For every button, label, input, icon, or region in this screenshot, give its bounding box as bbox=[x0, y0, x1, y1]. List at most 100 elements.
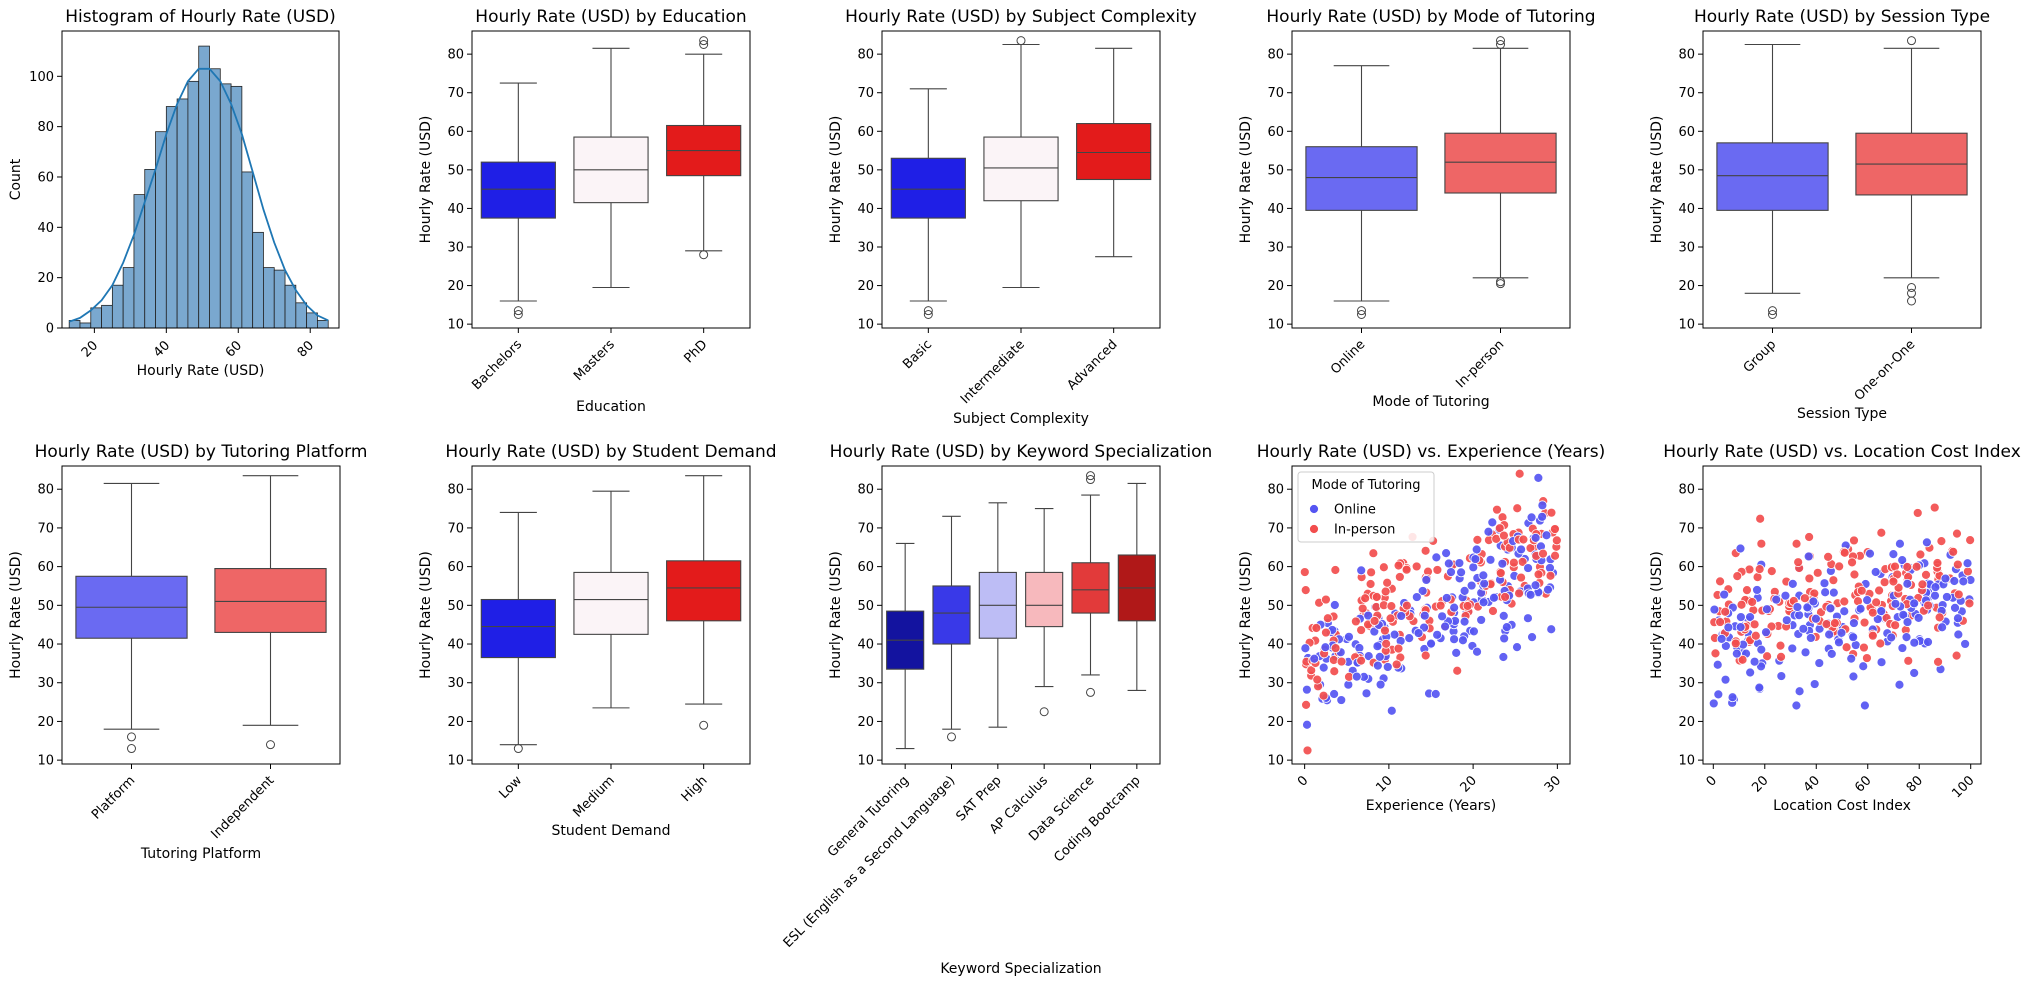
experience-point-online bbox=[1527, 632, 1537, 643]
complexity-ytick-label: 40 bbox=[857, 202, 874, 217]
location-point-online bbox=[1953, 613, 1963, 624]
location-point-online bbox=[1749, 656, 1760, 667]
platform-xtick-label: Independent bbox=[208, 773, 277, 842]
platform-ylabel: Hourly Rate (USD) bbox=[8, 551, 24, 679]
location-point-online bbox=[1886, 632, 1897, 643]
location-point-online bbox=[1888, 549, 1899, 560]
complexity-box-intermediate bbox=[983, 136, 1059, 202]
location-ytick-label: 40 bbox=[1678, 638, 1695, 653]
keyword-flier-esl-english-as-a-second-language bbox=[947, 732, 956, 742]
session-ytick-label: 40 bbox=[1678, 202, 1695, 217]
location-point-online bbox=[1780, 590, 1791, 601]
mode-ytick-label: 50 bbox=[1267, 163, 1284, 178]
experience-point-in-person bbox=[1500, 592, 1511, 602]
demand-flier-low bbox=[513, 744, 523, 754]
location-point-in-person bbox=[1921, 570, 1931, 580]
session-box-group bbox=[1716, 142, 1829, 211]
location-point-in-person bbox=[1849, 535, 1859, 546]
location-point-online bbox=[1771, 594, 1782, 605]
keyword-xlabel: Keyword Specialization bbox=[940, 961, 1101, 977]
keyword-box-data-science bbox=[1071, 562, 1110, 614]
hist-bar bbox=[90, 307, 102, 329]
location-point-in-person bbox=[1747, 597, 1758, 607]
location-point-in-person bbox=[1776, 651, 1786, 662]
mode-xlabel: Mode of Tutoring bbox=[1372, 394, 1489, 410]
experience-xtick-label: 0 bbox=[1295, 773, 1311, 789]
location-point-in-person bbox=[1876, 527, 1887, 538]
location-point-in-person bbox=[1874, 585, 1884, 596]
experience-point-in-person bbox=[1311, 623, 1322, 633]
education-ytick-label: 50 bbox=[447, 163, 464, 178]
experience-point-online bbox=[1430, 689, 1441, 699]
experience-point-in-person bbox=[1546, 507, 1557, 518]
location-point-online bbox=[1848, 632, 1859, 643]
experience-point-in-person bbox=[1330, 643, 1341, 654]
experience-point-online bbox=[1309, 653, 1320, 664]
location-xtick-label: 60 bbox=[1852, 773, 1874, 795]
experience-point-in-person bbox=[1360, 593, 1371, 604]
experience-point-in-person bbox=[1518, 534, 1529, 545]
demand-box-low bbox=[480, 598, 556, 659]
experience-ytick-label: 30 bbox=[1267, 676, 1284, 691]
location-point-online bbox=[1803, 551, 1814, 562]
keyword-ytick-label: 70 bbox=[857, 521, 874, 536]
experience-point-online bbox=[1356, 565, 1367, 576]
location-point-online bbox=[1716, 633, 1727, 644]
education-xtick-label: PhD bbox=[681, 337, 710, 366]
experience-point-online bbox=[1512, 642, 1522, 653]
experience-point-online bbox=[1485, 554, 1496, 565]
location-point-online bbox=[1811, 613, 1821, 624]
location-point-in-person bbox=[1888, 576, 1899, 587]
experience-ytick-label: 50 bbox=[1267, 599, 1284, 614]
location-point-in-person bbox=[1799, 593, 1810, 604]
hist-bar bbox=[252, 231, 264, 329]
demand-ylabel: Hourly Rate (USD) bbox=[418, 551, 434, 679]
education-frame bbox=[471, 30, 751, 329]
demand-frame bbox=[471, 465, 751, 765]
experience-point-in-person bbox=[1386, 601, 1397, 611]
hist-ytick-label: 0 bbox=[46, 322, 54, 337]
hist-bar bbox=[306, 312, 318, 329]
chart-demand: Hourly Rate (USD) by Student Demand Low Me… bbox=[418, 442, 777, 839]
location-point-online bbox=[1762, 604, 1772, 615]
session-ytick-label: 60 bbox=[1678, 125, 1695, 140]
location-point-online bbox=[1719, 589, 1730, 600]
location-point-in-person bbox=[1834, 561, 1845, 572]
experience-point-in-person bbox=[1492, 504, 1502, 515]
experience-point-in-person bbox=[1452, 665, 1463, 676]
experience-point-in-person bbox=[1420, 650, 1431, 661]
hist-bar bbox=[111, 284, 124, 329]
location-point-online bbox=[1828, 587, 1839, 598]
education-flier-phd bbox=[699, 36, 709, 46]
demand-ytick-label: 50 bbox=[447, 599, 464, 614]
location-point-online bbox=[1940, 573, 1951, 584]
complexity-ytick-label: 80 bbox=[857, 48, 874, 63]
location-point-online bbox=[1902, 617, 1913, 627]
location-point-online bbox=[1756, 644, 1767, 655]
experience-point-online bbox=[1369, 626, 1380, 637]
location-point-online bbox=[1776, 671, 1787, 681]
location-point-online bbox=[1712, 659, 1723, 670]
location-point-in-person bbox=[1791, 538, 1802, 549]
location-ytick-label: 50 bbox=[1678, 599, 1695, 614]
demand-ytick-label: 20 bbox=[447, 715, 464, 730]
experience-point-online bbox=[1375, 679, 1386, 690]
location-point-online bbox=[1819, 578, 1830, 589]
location-point-online bbox=[1794, 686, 1805, 697]
experience-point-in-person bbox=[1382, 577, 1393, 588]
location-point-online bbox=[1950, 602, 1960, 613]
experience-point-online bbox=[1396, 611, 1407, 621]
location-point-in-person bbox=[1839, 596, 1850, 607]
experience-point-in-person bbox=[1508, 557, 1519, 568]
location-point-in-person bbox=[1828, 575, 1839, 586]
experience-point-in-person bbox=[1330, 565, 1341, 575]
location-point-in-person bbox=[1867, 630, 1878, 641]
mode-ytick-label: 80 bbox=[1267, 48, 1284, 63]
chart-mode: Hourly Rate (USD) by Mode of Tutoring Onl… bbox=[1238, 7, 1596, 410]
location-title: Hourly Rate (USD) vs. Location Cost Inde… bbox=[1663, 442, 2021, 462]
location-ytick-label: 70 bbox=[1678, 521, 1695, 536]
location-point-in-person bbox=[1867, 607, 1878, 618]
hist-bar bbox=[122, 267, 135, 329]
hist-frame bbox=[61, 30, 340, 329]
session-xtick-label: One-on-One bbox=[1852, 337, 1919, 404]
